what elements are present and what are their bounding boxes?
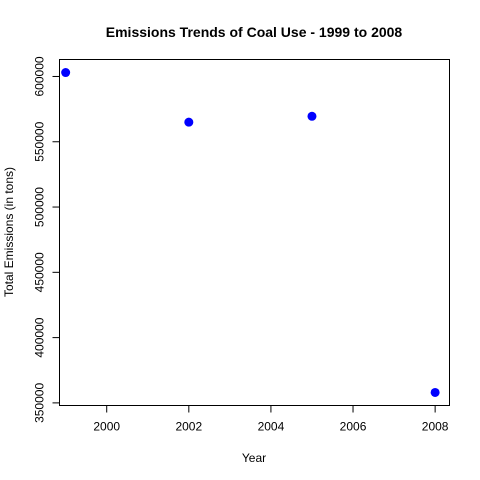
data-point (307, 111, 317, 121)
x-tick-label: 2006 (340, 420, 367, 434)
data-point (430, 387, 440, 397)
y-tick-label: 400000 (33, 317, 47, 357)
x-tick-label: 2000 (93, 420, 120, 434)
x-tick-label: 2008 (422, 420, 449, 434)
plot-area-frame (59, 59, 450, 406)
y-tick-label: 350000 (33, 383, 47, 423)
y-tick-label: 600000 (33, 56, 47, 96)
x-axis: 2000 2002 2004 2006 2008 (93, 405, 449, 434)
y-tick-label: 450000 (33, 252, 47, 292)
y-tick-label: 550000 (33, 121, 47, 161)
y-tick-label: 500000 (33, 187, 47, 227)
chart-title: Emissions Trends of Coal Use - 1999 to 2… (106, 24, 403, 40)
data-point (61, 68, 71, 78)
x-tick-label: 2004 (258, 420, 285, 434)
x-tick-label: 2002 (175, 420, 202, 434)
y-axis-label: Total Emissions (in tons) (2, 167, 16, 297)
data-points (61, 68, 440, 397)
y-axis: 350000 400000 450000 500000 550000 600000 (33, 56, 60, 423)
x-axis-label: Year (242, 451, 266, 465)
data-point (184, 117, 194, 127)
